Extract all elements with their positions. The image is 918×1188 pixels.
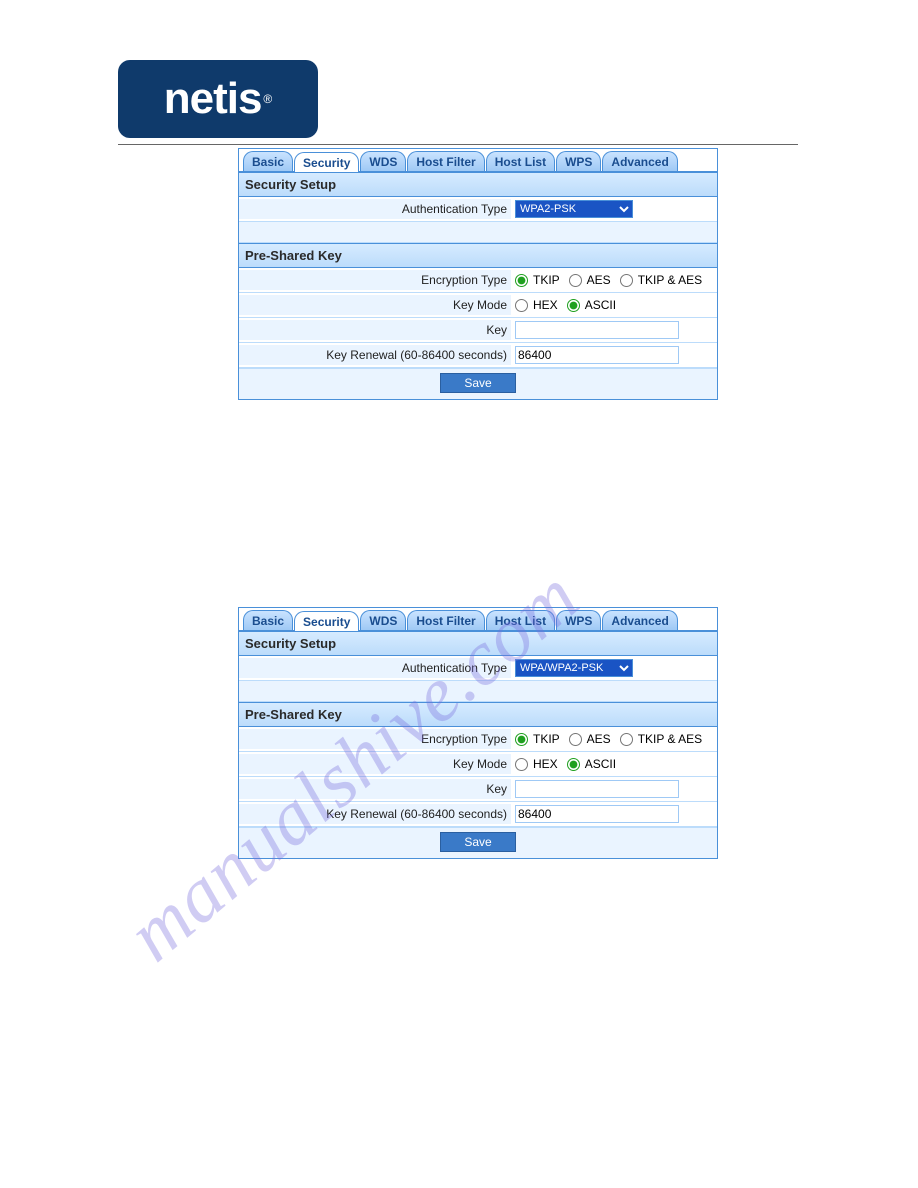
tab-basic[interactable]: Basic	[243, 151, 293, 171]
radio-aes-label: AES	[587, 273, 611, 287]
section-security-setup: Security Setup	[239, 632, 717, 656]
radio-tkip-aes[interactable]	[620, 733, 633, 746]
section-security-setup: Security Setup	[239, 173, 717, 197]
row-key: Key	[239, 777, 717, 802]
tab-wps[interactable]: WPS	[556, 610, 601, 630]
key-label: Key	[239, 779, 511, 799]
tab-wds[interactable]: WDS	[360, 610, 406, 630]
row-enc-type: Encryption Type TKIP AES TKIP & AES	[239, 727, 717, 752]
tab-host-list[interactable]: Host List	[486, 610, 555, 630]
renewal-label: Key Renewal (60-86400 seconds)	[239, 345, 511, 365]
radio-tkip-aes[interactable]	[620, 274, 633, 287]
renewal-input[interactable]	[515, 805, 679, 823]
tab-wds[interactable]: WDS	[360, 151, 406, 171]
radio-tkip-label: TKIP	[533, 273, 560, 287]
tab-security[interactable]: Security	[294, 611, 359, 631]
security-panel-1: Basic Security WDS Host Filter Host List…	[238, 148, 718, 400]
radio-tkip[interactable]	[515, 274, 528, 287]
save-button[interactable]: Save	[440, 832, 516, 852]
tab-host-list[interactable]: Host List	[486, 151, 555, 171]
key-input[interactable]	[515, 321, 679, 339]
tab-security[interactable]: Security	[294, 152, 359, 172]
section-psk: Pre-Shared Key	[239, 702, 717, 727]
key-input[interactable]	[515, 780, 679, 798]
save-button[interactable]: Save	[440, 373, 516, 393]
enc-type-label: Encryption Type	[239, 729, 511, 749]
logo: netis ®	[118, 60, 318, 138]
radio-aes[interactable]	[569, 733, 582, 746]
tab-advanced[interactable]: Advanced	[602, 151, 677, 171]
tab-host-filter[interactable]: Host Filter	[407, 151, 484, 171]
radio-hex[interactable]	[515, 758, 528, 771]
radio-ascii-label: ASCII	[585, 757, 616, 771]
radio-hex-label: HEX	[533, 757, 558, 771]
radio-hex-label: HEX	[533, 298, 558, 312]
save-row: Save	[239, 827, 717, 858]
auth-type-select[interactable]: WPA/WPA2-PSK	[515, 659, 633, 677]
row-key: Key	[239, 318, 717, 343]
tab-host-filter[interactable]: Host Filter	[407, 610, 484, 630]
key-mode-label: Key Mode	[239, 754, 511, 774]
logo-registered: ®	[263, 92, 272, 106]
tab-wps[interactable]: WPS	[556, 151, 601, 171]
row-key-mode: Key Mode HEX ASCII	[239, 752, 717, 777]
radio-tkip[interactable]	[515, 733, 528, 746]
spacer	[239, 222, 717, 243]
security-panel-2: Basic Security WDS Host Filter Host List…	[238, 607, 718, 859]
auth-type-label: Authentication Type	[239, 658, 511, 678]
radio-ascii[interactable]	[567, 758, 580, 771]
key-label: Key	[239, 320, 511, 340]
row-enc-type: Encryption Type TKIP AES TKIP & AES	[239, 268, 717, 293]
row-key-mode: Key Mode HEX ASCII	[239, 293, 717, 318]
save-row: Save	[239, 368, 717, 399]
renewal-label: Key Renewal (60-86400 seconds)	[239, 804, 511, 824]
tab-bar: Basic Security WDS Host Filter Host List…	[239, 149, 717, 173]
row-auth-type: Authentication Type WPA2-PSK	[239, 197, 717, 222]
radio-hex[interactable]	[515, 299, 528, 312]
radio-aes-label: AES	[587, 732, 611, 746]
radio-ascii-label: ASCII	[585, 298, 616, 312]
radio-ascii[interactable]	[567, 299, 580, 312]
auth-type-select[interactable]: WPA2-PSK	[515, 200, 633, 218]
row-key-renewal: Key Renewal (60-86400 seconds)	[239, 802, 717, 827]
enc-type-label: Encryption Type	[239, 270, 511, 290]
radio-tkip-aes-label: TKIP & AES	[638, 273, 702, 287]
header-divider	[118, 144, 798, 145]
tab-basic[interactable]: Basic	[243, 610, 293, 630]
tab-advanced[interactable]: Advanced	[602, 610, 677, 630]
key-mode-label: Key Mode	[239, 295, 511, 315]
row-key-renewal: Key Renewal (60-86400 seconds)	[239, 343, 717, 368]
radio-tkip-aes-label: TKIP & AES	[638, 732, 702, 746]
radio-tkip-label: TKIP	[533, 732, 560, 746]
logo-text: netis	[164, 74, 262, 124]
section-psk: Pre-Shared Key	[239, 243, 717, 268]
radio-aes[interactable]	[569, 274, 582, 287]
row-auth-type: Authentication Type WPA/WPA2-PSK	[239, 656, 717, 681]
auth-type-label: Authentication Type	[239, 199, 511, 219]
renewal-input[interactable]	[515, 346, 679, 364]
spacer	[239, 681, 717, 702]
tab-bar: Basic Security WDS Host Filter Host List…	[239, 608, 717, 632]
